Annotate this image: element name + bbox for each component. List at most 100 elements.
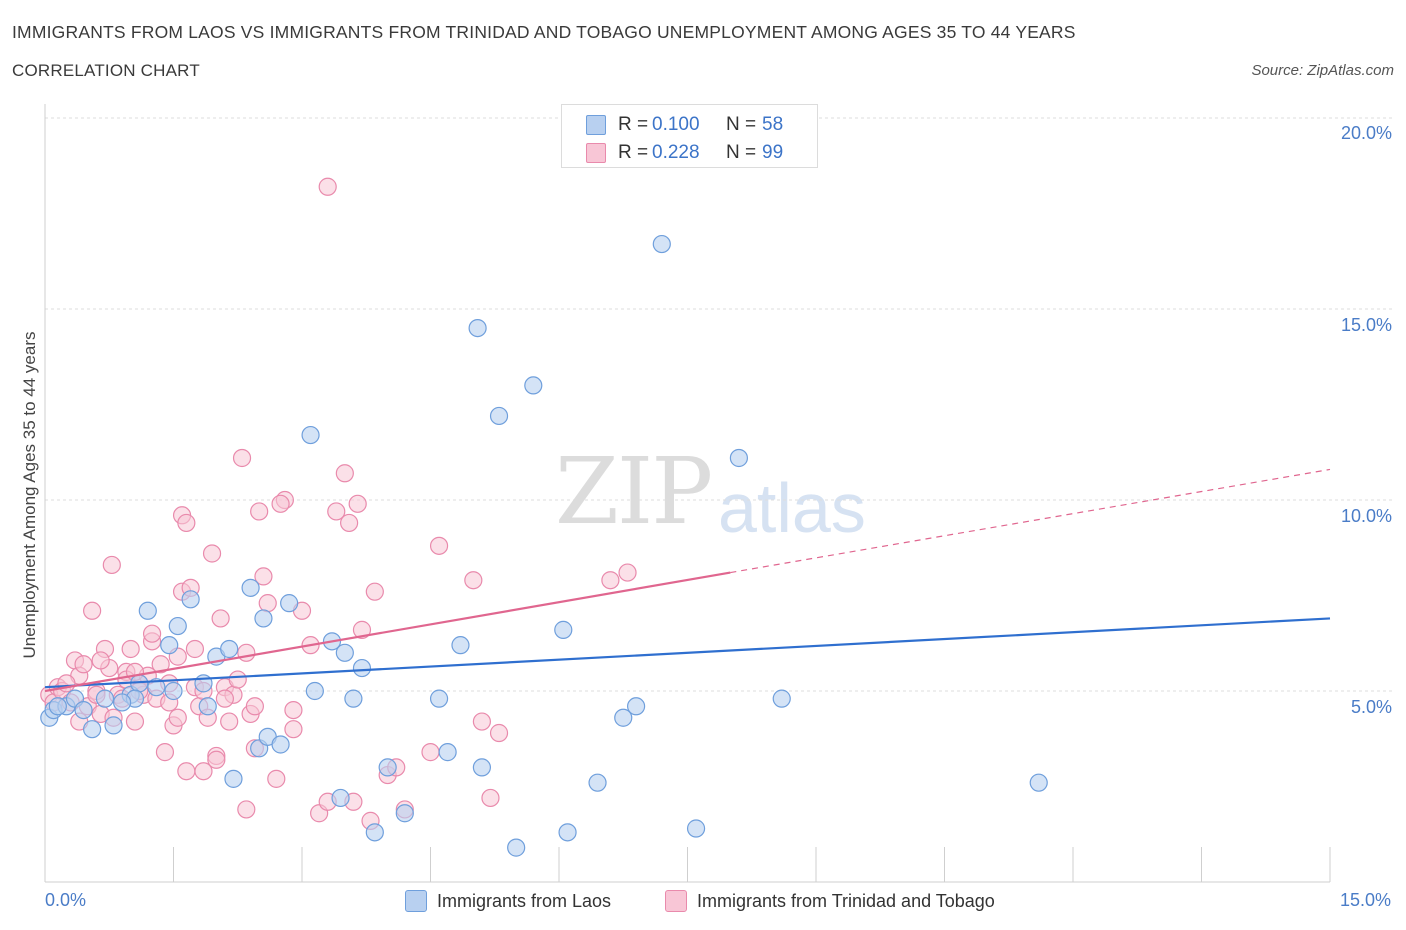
laos-point (558, 823, 577, 842)
laos-point (147, 678, 166, 697)
laos-point (468, 319, 487, 338)
trinidad-point (215, 689, 234, 708)
trinidad-trend-extension (730, 468, 1331, 574)
r-value: 0.100 (652, 114, 700, 135)
laos-point (1029, 773, 1048, 792)
trinidad-point (74, 655, 93, 674)
trinidad-point (254, 567, 273, 586)
trinidad-point (365, 582, 384, 601)
trinidad-point (250, 502, 269, 521)
laos-point (95, 689, 115, 708)
legend-label: Immigrants from Laos (437, 890, 612, 911)
r-value: 0.228 (652, 142, 700, 163)
laos-point (164, 681, 183, 701)
trinidad-point (220, 712, 239, 731)
laos-point (335, 643, 354, 662)
trinidad-point (177, 762, 196, 781)
legend-label: Immigrants from Trinidad and Tobago (697, 890, 995, 911)
trinidad-point (185, 639, 205, 659)
trinidad-point (464, 571, 483, 590)
trinidad-point (601, 571, 620, 590)
trinidad-point (284, 720, 303, 739)
laos-point (241, 578, 260, 597)
laos-point (254, 609, 273, 628)
x-tick-label: 0.0% (45, 890, 87, 910)
laos-swatch (586, 115, 606, 135)
laos-point (429, 689, 449, 708)
trinidad-trend-line (44, 571, 731, 693)
laos-point (168, 616, 187, 636)
laos-point (652, 234, 671, 254)
chart-subtitle: CORRELATION CHART (12, 61, 200, 80)
laos-point (331, 788, 350, 808)
laos-legend-swatch (405, 890, 427, 912)
laos-point (365, 823, 384, 842)
laos-point (451, 636, 470, 655)
laos-point (438, 743, 457, 762)
laos-point (112, 693, 132, 712)
laos-point (489, 406, 509, 426)
n-value: 99 (762, 142, 784, 163)
trinidad-point (142, 624, 162, 643)
laos-point (686, 819, 706, 838)
trinidad-point (125, 712, 145, 731)
trinidad-point (245, 697, 264, 716)
trinidad-point (481, 788, 500, 808)
laos-point (138, 601, 157, 620)
legend-row-trinidad: R = 0.228 N = 99 (586, 141, 783, 165)
laos-point (181, 590, 200, 609)
trinidad-point (267, 769, 286, 788)
trinidad-point (271, 494, 290, 513)
trinidad-point (232, 448, 252, 468)
n-label: N = (726, 142, 757, 163)
trinidad-point (258, 594, 277, 613)
laos-point (378, 758, 397, 777)
n-value: 58 (762, 114, 784, 135)
trinidad-point (284, 700, 303, 720)
trinidad-point (489, 723, 509, 743)
laos-point (772, 689, 791, 708)
chart-title: IMMIGRANTS FROM LAOS VS IMMIGRANTS FROM … (12, 22, 1076, 42)
trinidad-point (335, 464, 354, 483)
trinidad-point (421, 743, 440, 762)
laos-point (198, 697, 217, 716)
trinidad-point (121, 639, 140, 659)
correlation-legend: R = 0.100 N = 58 R = 0.228 N = 99 (561, 104, 818, 168)
trinidad-point (318, 177, 337, 196)
trinidad-point (237, 643, 256, 662)
trinidad-point (352, 620, 372, 639)
source-label: Source: ZipAtlas.com (1251, 62, 1394, 79)
laos-point (271, 735, 290, 754)
laos-point (507, 838, 526, 857)
y-tick-label: 10.0% (1340, 506, 1392, 526)
trinidad-point (618, 563, 637, 582)
n-label: N = (726, 114, 757, 135)
trinidad-point (177, 513, 196, 533)
laos-point (395, 804, 414, 823)
laos-point (524, 376, 543, 395)
trinidad-legend-swatch (665, 890, 687, 912)
trinidad-point (91, 651, 110, 670)
laos-point (83, 720, 102, 739)
laos-point (626, 697, 646, 716)
trinidad-point (151, 655, 170, 674)
x-tick-label: 15.0% (1340, 890, 1392, 910)
trinidad-point (237, 800, 256, 819)
laos-point (344, 689, 363, 708)
trinidad-point (211, 609, 230, 628)
watermark-zip: ZIP (555, 438, 713, 545)
laos-point (224, 769, 243, 788)
trinidad-point (327, 502, 346, 521)
trinidad-point (155, 743, 175, 762)
trinidad-point (207, 750, 226, 769)
laos-point (280, 594, 299, 613)
legend-row-laos: R = 0.100 N = 58 (586, 113, 783, 137)
laos-point (729, 448, 749, 468)
laos-point (74, 700, 93, 720)
trinidad-point (102, 555, 121, 575)
laos-point (160, 636, 179, 655)
legend-item-trinidad: Immigrants from Trinidad and Tobago (665, 890, 995, 912)
trinidad-point (168, 708, 187, 727)
laos-point (305, 681, 324, 701)
